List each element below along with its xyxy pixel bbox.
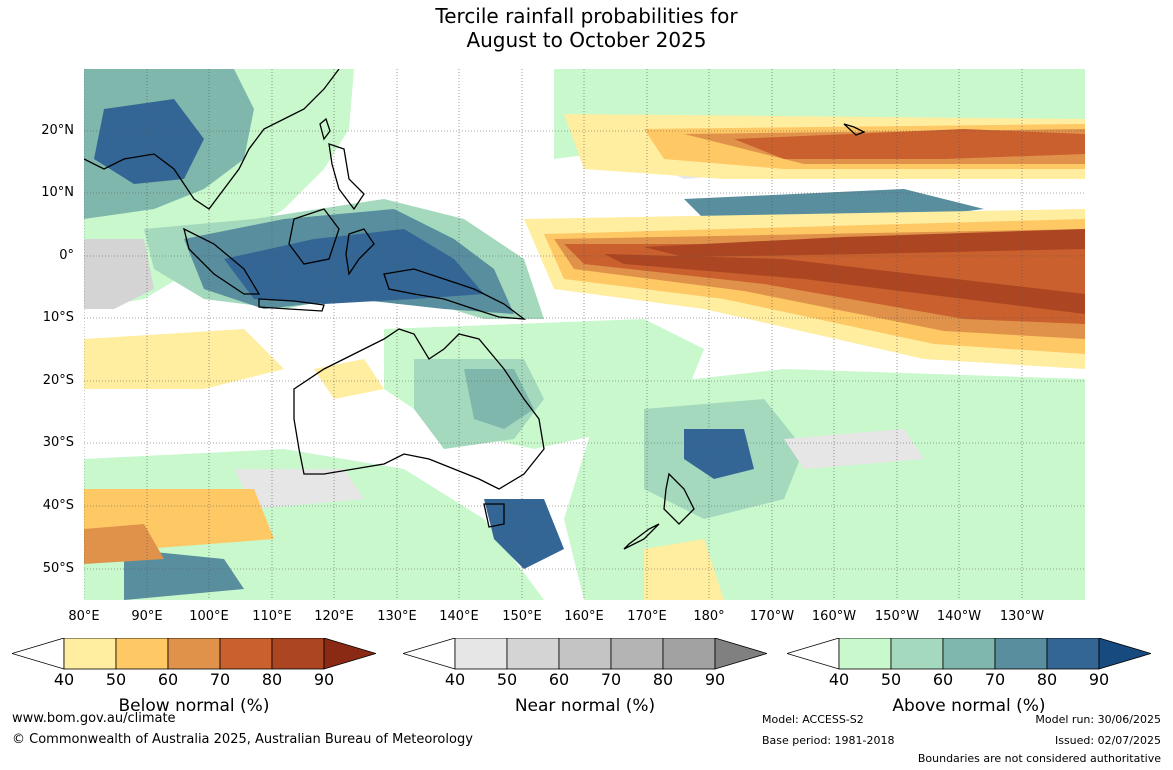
- colorbar-segment: [219, 638, 273, 670]
- colorbar-segment: [610, 638, 664, 670]
- cb-above-tick-50: 50: [880, 670, 902, 689]
- cb-near-tick-40: 40: [444, 670, 466, 689]
- cb-near-tick-90: 90: [704, 670, 726, 689]
- hawaii-coast: [843, 123, 866, 136]
- colorbar-segment: [890, 638, 944, 670]
- footer-model-run: Model run: 30/06/2025: [1035, 713, 1161, 726]
- cb-above-tick-40: 40: [828, 670, 850, 689]
- colorbar-below-normal: [12, 638, 376, 670]
- colorbar-segment: [558, 638, 612, 670]
- cb-below-caption: Below normal (%): [118, 696, 270, 716]
- probability-map: [84, 69, 1085, 600]
- footer-copyright: © Commonwealth of Australia 2025, Austra…: [12, 732, 473, 747]
- lon-label-160e: 160°E: [564, 609, 604, 624]
- cb-near-tick-80: 80: [652, 670, 674, 689]
- lat-label-10s: 10°S: [42, 310, 74, 325]
- new-guinea-coast: [383, 268, 527, 320]
- lon-label-80e: 80°E: [68, 609, 100, 624]
- lon-label-150e: 150°E: [502, 609, 542, 624]
- cb-above-tick-60: 60: [932, 670, 954, 689]
- colorbar-segment: [942, 638, 996, 670]
- new-zealand-north: [663, 472, 695, 525]
- colorbar-right-extension: [714, 638, 767, 670]
- lon-label-170e: 170°E: [627, 609, 667, 624]
- cb-near-tick-70: 70: [600, 670, 622, 689]
- colorbar-segment: [454, 638, 508, 670]
- colorbar-segment: [994, 638, 1048, 670]
- australia-coast: [293, 328, 545, 490]
- colorbar-segment: [1046, 638, 1100, 670]
- new-zealand-south: [623, 523, 660, 550]
- map-title: Tercile rainfall probabilities for Augus…: [0, 4, 1173, 52]
- lat-label-30s: 30°S: [42, 435, 74, 450]
- below-normal-areas: [84, 114, 1085, 600]
- lon-label-100e: 100°E: [189, 609, 229, 624]
- map-grid: [84, 69, 1085, 600]
- lon-label-130e: 130°E: [377, 609, 417, 624]
- lon-label-180: 180°: [693, 609, 725, 624]
- cb-above-caption: Above normal (%): [892, 696, 1046, 716]
- asia-coast: [84, 69, 340, 210]
- title-line-2: August to October 2025: [466, 28, 707, 52]
- cb-below-tick-60: 60: [157, 670, 179, 689]
- taiwan-coast: [319, 117, 331, 141]
- cb-near-caption: Near normal (%): [514, 696, 656, 716]
- cb-above-tick-80: 80: [1036, 670, 1058, 689]
- footer-disclaimer: Boundaries are not considered authoritat…: [917, 752, 1161, 765]
- colorbar-segment: [662, 638, 716, 670]
- colorbar-left-extension: [12, 638, 65, 670]
- title-line-1: Tercile rainfall probabilities for: [435, 4, 738, 28]
- colorbar-segment: [115, 638, 169, 670]
- colorbar-left-extension: [403, 638, 456, 670]
- lon-label-130w: 130°W: [999, 609, 1045, 624]
- colorbar-near-normal: [403, 638, 767, 670]
- lon-label-90e: 90°E: [131, 609, 163, 624]
- cb-below-tick-70: 70: [209, 670, 231, 689]
- footer-base-period: Base period: 1981-2018: [762, 734, 895, 747]
- cb-below-tick-40: 40: [53, 670, 75, 689]
- lat-label-20n: 20°N: [41, 123, 74, 138]
- lon-label-170w: 170°W: [749, 609, 795, 624]
- lon-label-120e: 120°E: [314, 609, 354, 624]
- colorbar-right-extension: [1098, 638, 1151, 670]
- cb-above-tick-70: 70: [984, 670, 1006, 689]
- lon-label-110e: 110°E: [252, 609, 292, 624]
- cb-below-tick-90: 90: [313, 670, 335, 689]
- tasmania-coast: [483, 503, 505, 528]
- lon-label-150w: 150°W: [874, 609, 920, 624]
- lon-label-140w: 140°W: [936, 609, 982, 624]
- colorbar-segment: [506, 638, 560, 670]
- lon-label-140e: 140°E: [439, 609, 479, 624]
- colorbar-segment: [63, 638, 117, 670]
- footer-issued: Issued: 02/07/2025: [1054, 734, 1161, 747]
- colorbar-left-extension: [787, 638, 840, 670]
- cb-above-tick-90: 90: [1088, 670, 1110, 689]
- cb-below-tick-80: 80: [261, 670, 283, 689]
- colorbar-segment: [271, 638, 325, 670]
- footer-model: Model: ACCESS-S2: [762, 713, 864, 726]
- cb-below-tick-50: 50: [105, 670, 127, 689]
- philippines-coast: [328, 143, 365, 211]
- colorbar-right-extension: [323, 638, 376, 670]
- lat-label-50s: 50°S: [42, 561, 74, 576]
- coastlines: [84, 69, 866, 550]
- colorbar-segment: [167, 638, 221, 670]
- borneo-coast: [288, 208, 340, 265]
- sulawesi-coast: [345, 228, 375, 276]
- lat-label-40s: 40°S: [42, 498, 74, 513]
- colorbar-segment: [838, 638, 892, 670]
- lat-label-0: 0°: [59, 248, 74, 263]
- cb-near-tick-60: 60: [548, 670, 570, 689]
- java-coast: [258, 298, 325, 312]
- colorbar-above-normal: [787, 638, 1151, 670]
- sumatra-coast: [183, 227, 261, 295]
- lat-label-20s: 20°S: [42, 373, 74, 388]
- footer-url[interactable]: www.bom.gov.au/climate: [12, 711, 176, 726]
- lon-label-160w: 160°W: [811, 609, 857, 624]
- lat-label-10n: 10°N: [41, 185, 74, 200]
- cb-near-tick-50: 50: [496, 670, 518, 689]
